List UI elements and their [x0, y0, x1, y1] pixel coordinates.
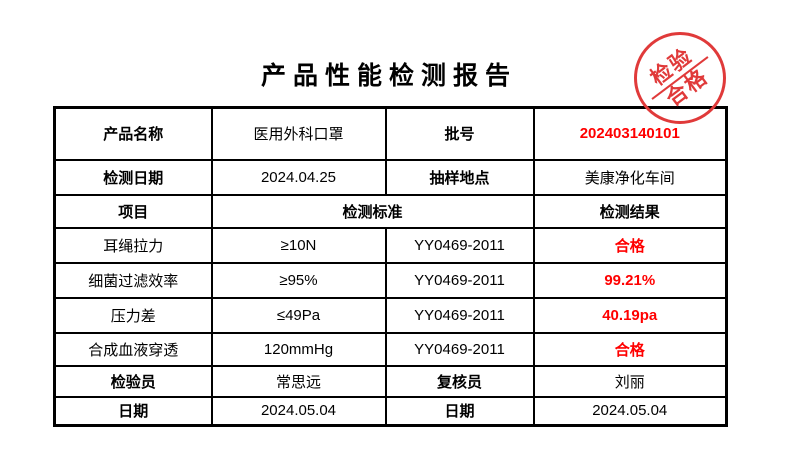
batch-number-value: 202403140101	[532, 106, 728, 161]
inspector-name: 常思远	[210, 364, 387, 398]
inspect-date-label: 日期	[53, 395, 213, 427]
table-row: 合成血液穿透 120mmHg YY0469-2011 合格	[53, 331, 728, 367]
table-row: 检验员 常思远 复核员 刘丽	[53, 364, 728, 398]
table-row: 压力差 ≤49Pa YY0469-2011 40.19pa	[53, 296, 728, 334]
reviewer-name: 刘丽	[532, 364, 728, 398]
test-standard-value: ≤49Pa	[210, 296, 387, 334]
test-date-label: 检测日期	[53, 158, 213, 196]
inspect-date-value: 2024.05.04	[210, 395, 387, 427]
header-item: 项目	[53, 193, 213, 229]
inspector-label: 检验员	[53, 364, 213, 398]
reviewer-label: 复核员	[384, 364, 535, 398]
review-date-value: 2024.05.04	[532, 395, 728, 427]
test-result: 合格	[532, 226, 728, 264]
test-standard-ref: YY0469-2011	[384, 296, 535, 334]
test-report-table: 产品名称 医用外科口罩 批号 202403140101 检测日期 2024.04…	[53, 106, 728, 427]
stamp-text: 检验 合格	[638, 38, 723, 119]
sampling-location-value: 美康净化车间	[532, 158, 728, 196]
table-row: 检测日期 2024.04.25 抽样地点 美康净化车间	[53, 158, 728, 196]
test-standard-ref: YY0469-2011	[384, 331, 535, 367]
test-item-name: 压力差	[53, 296, 213, 334]
test-standard-value: 120mmHg	[210, 331, 387, 367]
test-result: 99.21%	[532, 261, 728, 299]
test-standard-ref: YY0469-2011	[384, 261, 535, 299]
test-item-name: 合成血液穿透	[53, 331, 213, 367]
table-row: 日期 2024.05.04 日期 2024.05.04	[53, 395, 728, 427]
header-test-result: 检测结果	[532, 193, 728, 229]
test-item-name: 耳绳拉力	[53, 226, 213, 264]
page-title: 产品性能检测报告	[260, 62, 517, 90]
product-name-value: 医用外科口罩	[210, 106, 387, 161]
review-date-label: 日期	[384, 395, 535, 427]
table-row: 产品名称 医用外科口罩 批号 202403140101	[53, 106, 728, 161]
table-row: 细菌过滤效率 ≥95% YY0469-2011 99.21%	[53, 261, 728, 299]
table-row: 耳绳拉力 ≥10N YY0469-2011 合格	[53, 226, 728, 264]
test-result: 40.19pa	[532, 296, 728, 334]
test-date-value: 2024.04.25	[210, 158, 387, 196]
batch-number-label: 批号	[384, 106, 535, 161]
product-name-label: 产品名称	[53, 106, 213, 161]
inspection-passed-stamp: 检验 合格	[634, 32, 726, 124]
table-header-row: 项目 检测标准 检测结果	[53, 193, 728, 229]
test-item-name: 细菌过滤效率	[53, 261, 213, 299]
sampling-location-label: 抽样地点	[384, 158, 535, 196]
test-standard-ref: YY0469-2011	[384, 226, 535, 264]
test-standard-value: ≥95%	[210, 261, 387, 299]
header-test-standard: 检测标准	[210, 193, 535, 229]
test-result: 合格	[532, 331, 728, 367]
test-standard-value: ≥10N	[210, 226, 387, 264]
